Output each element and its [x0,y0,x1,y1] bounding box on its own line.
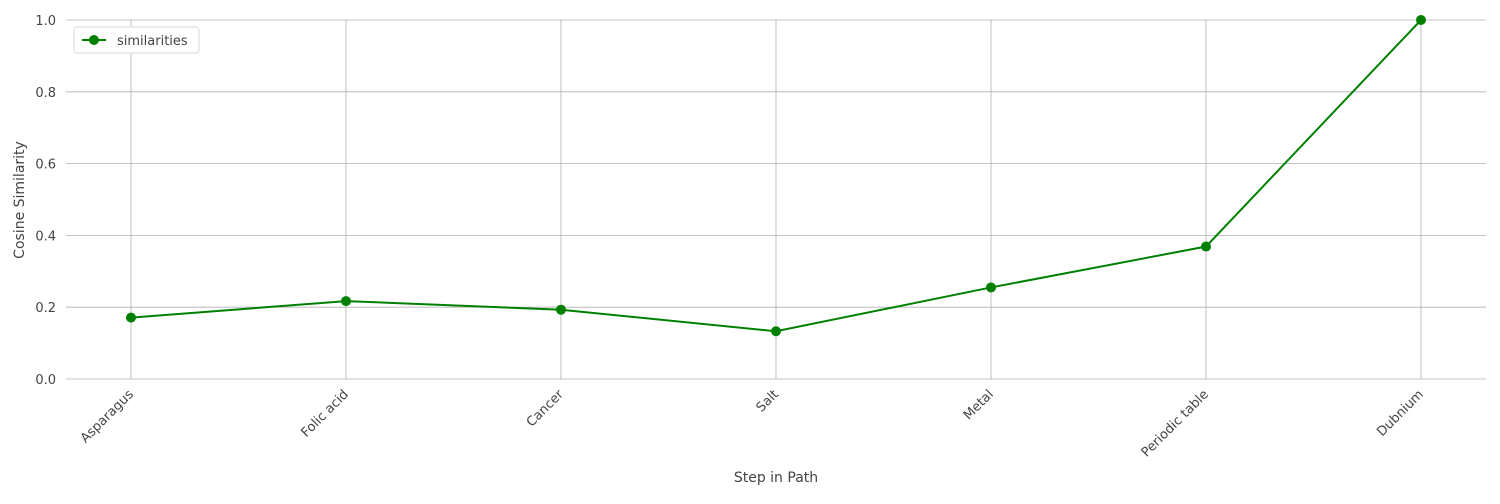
axes: 0.0 0.2 0.4 0.6 0.8 1.0 Asparagus Folic acid Can… [35,14,1427,460]
y-axis-label: Cosine Similarity [12,141,28,259]
data-point [126,312,136,323]
series [126,15,1426,337]
x-tick-label: Salt [754,387,782,415]
y-tick-label: 1.0 [35,14,56,29]
data-point [341,296,351,307]
x-tick-label: Cancer [524,387,567,430]
grid [66,19,1486,380]
legend-label: similarities [117,34,188,49]
y-tick-label: 0.2 [35,301,56,316]
x-tick-label: Folic acid [298,387,351,440]
data-point [771,326,781,337]
y-tick-label: 0.4 [35,229,56,244]
x-tick-label: Asparagus [78,387,137,446]
y-tick-label: 0.8 [35,86,56,101]
legend: similarities [73,26,200,54]
legend-marker [89,35,99,45]
data-point [556,304,566,315]
x-axis-label: Step in Path [734,470,818,486]
y-tick-label: 0.6 [35,158,56,173]
data-point [1201,241,1211,252]
x-tick-label: Periodic table [1139,387,1212,460]
data-point [986,282,996,293]
legend-box [73,26,200,54]
x-tick-label: Metal [961,387,997,423]
y-tick-label: 0.0 [35,373,56,388]
data-point [1416,15,1426,25]
x-tick-label: Dubnium [1374,387,1427,440]
